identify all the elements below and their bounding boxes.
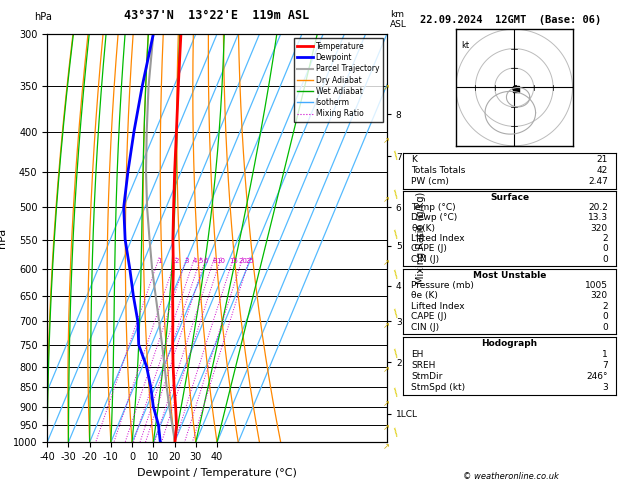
Text: /: / bbox=[392, 269, 400, 279]
Text: θe(K): θe(K) bbox=[411, 224, 435, 233]
Text: $\nearrow$: $\nearrow$ bbox=[381, 399, 391, 408]
Text: PW (cm): PW (cm) bbox=[411, 176, 449, 186]
Text: K: K bbox=[411, 155, 417, 164]
Text: 15: 15 bbox=[229, 258, 238, 263]
Text: km
ASL: km ASL bbox=[390, 10, 407, 29]
Text: Mixing Ratio (g/kg): Mixing Ratio (g/kg) bbox=[416, 192, 426, 284]
Text: 22.09.2024  12GMT  (Base: 06): 22.09.2024 12GMT (Base: 06) bbox=[420, 15, 602, 25]
Text: 0: 0 bbox=[602, 312, 608, 321]
Text: $\nearrow$: $\nearrow$ bbox=[381, 365, 391, 374]
Text: 2: 2 bbox=[602, 302, 608, 311]
Text: EH: EH bbox=[411, 350, 423, 359]
Text: $\nearrow$: $\nearrow$ bbox=[381, 443, 391, 451]
Text: 43°37'N  13°22'E  119m ASL: 43°37'N 13°22'E 119m ASL bbox=[125, 9, 309, 22]
Text: 2: 2 bbox=[602, 234, 608, 243]
Text: 21: 21 bbox=[596, 155, 608, 164]
Text: Lifted Index: Lifted Index bbox=[411, 234, 465, 243]
Text: Most Unstable: Most Unstable bbox=[473, 271, 546, 279]
Text: 6: 6 bbox=[204, 258, 208, 263]
Text: Lifted Index: Lifted Index bbox=[411, 302, 465, 311]
Text: Temp (°C): Temp (°C) bbox=[411, 203, 456, 212]
X-axis label: Dewpoint / Temperature (°C): Dewpoint / Temperature (°C) bbox=[137, 468, 297, 478]
Text: 1005: 1005 bbox=[585, 281, 608, 290]
Text: /: / bbox=[392, 190, 400, 200]
Text: Dewp (°C): Dewp (°C) bbox=[411, 213, 457, 222]
Text: CIN (J): CIN (J) bbox=[411, 255, 439, 263]
Text: CAPE (J): CAPE (J) bbox=[411, 244, 447, 253]
Text: 8: 8 bbox=[212, 258, 217, 263]
Text: 3: 3 bbox=[185, 258, 189, 263]
Text: 42: 42 bbox=[597, 166, 608, 175]
Text: 320: 320 bbox=[591, 224, 608, 233]
Text: /: / bbox=[392, 427, 400, 438]
Text: CIN (J): CIN (J) bbox=[411, 323, 439, 331]
Text: 1: 1 bbox=[157, 258, 162, 263]
Text: 13.3: 13.3 bbox=[587, 213, 608, 222]
Text: StmDir: StmDir bbox=[411, 372, 442, 381]
Text: 0: 0 bbox=[602, 255, 608, 263]
Text: /: / bbox=[392, 150, 400, 161]
Text: 2.47: 2.47 bbox=[588, 176, 608, 186]
Text: θe (K): θe (K) bbox=[411, 291, 438, 300]
Y-axis label: km
ASL: km ASL bbox=[423, 227, 441, 249]
Text: 1: 1 bbox=[602, 350, 608, 359]
Text: 5: 5 bbox=[199, 258, 203, 263]
Text: Surface: Surface bbox=[490, 192, 529, 202]
Text: /: / bbox=[392, 309, 400, 319]
Text: SREH: SREH bbox=[411, 361, 435, 370]
Text: 20.2: 20.2 bbox=[588, 203, 608, 212]
Text: 0: 0 bbox=[602, 323, 608, 331]
Text: 4: 4 bbox=[192, 258, 197, 263]
Text: kt: kt bbox=[462, 41, 470, 50]
Text: Hodograph: Hodograph bbox=[481, 339, 538, 348]
Text: StmSpd (kt): StmSpd (kt) bbox=[411, 383, 465, 392]
Text: 0: 0 bbox=[602, 244, 608, 253]
Text: 320: 320 bbox=[591, 291, 608, 300]
Text: /: / bbox=[392, 348, 400, 359]
Text: $\nearrow$: $\nearrow$ bbox=[381, 195, 391, 204]
Text: 7: 7 bbox=[602, 361, 608, 370]
Text: © weatheronline.co.uk: © weatheronline.co.uk bbox=[463, 472, 559, 481]
Text: Pressure (mb): Pressure (mb) bbox=[411, 281, 474, 290]
Text: 3: 3 bbox=[602, 383, 608, 392]
Text: $\nearrow$: $\nearrow$ bbox=[381, 423, 391, 432]
Text: Totals Totals: Totals Totals bbox=[411, 166, 465, 175]
Text: 246°: 246° bbox=[586, 372, 608, 381]
Text: $\nearrow$: $\nearrow$ bbox=[381, 321, 391, 330]
Text: 20: 20 bbox=[238, 258, 247, 263]
Text: $\nearrow$: $\nearrow$ bbox=[381, 137, 391, 145]
Text: $\nearrow$: $\nearrow$ bbox=[381, 258, 391, 267]
Text: 10: 10 bbox=[216, 258, 226, 263]
Text: /: / bbox=[392, 388, 400, 398]
Text: 25: 25 bbox=[245, 258, 254, 263]
Legend: Temperature, Dewpoint, Parcel Trajectory, Dry Adiabat, Wet Adiabat, Isotherm, Mi: Temperature, Dewpoint, Parcel Trajectory… bbox=[294, 38, 383, 122]
Text: /: / bbox=[392, 229, 400, 240]
Y-axis label: hPa: hPa bbox=[0, 228, 8, 248]
Text: hPa: hPa bbox=[35, 12, 52, 22]
Text: $\nearrow$: $\nearrow$ bbox=[381, 83, 391, 92]
Text: CAPE (J): CAPE (J) bbox=[411, 312, 447, 321]
Text: 2: 2 bbox=[174, 258, 179, 263]
